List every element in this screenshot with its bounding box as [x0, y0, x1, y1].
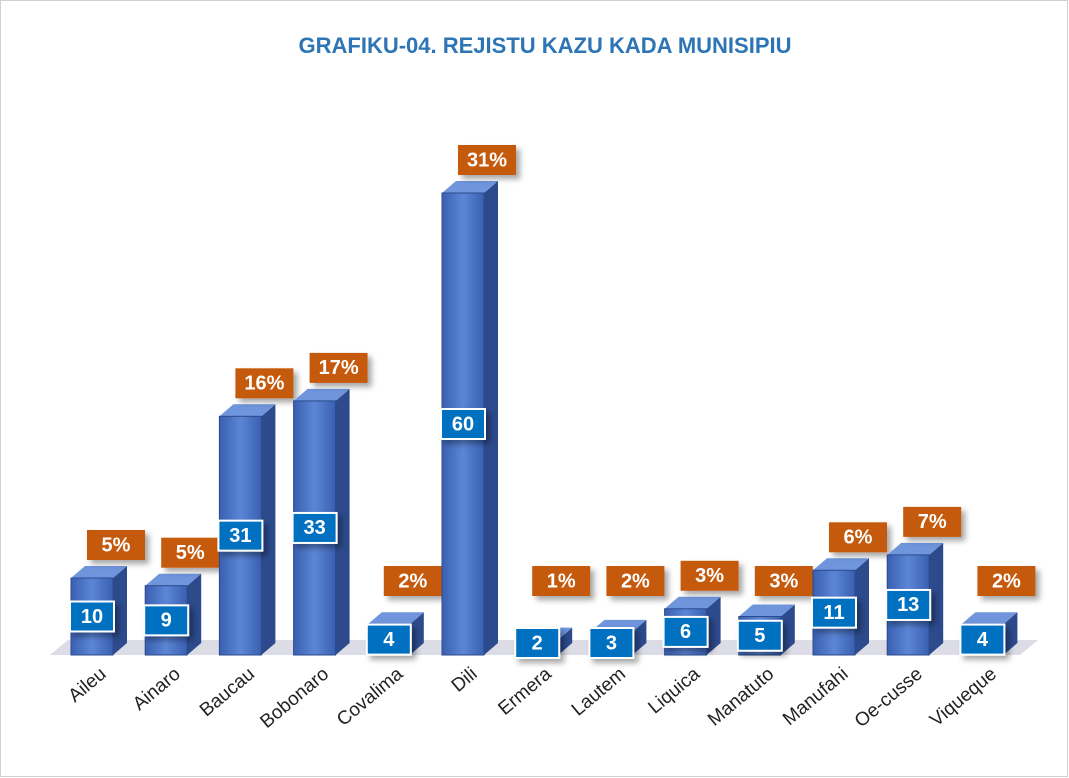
- value-label: 6: [680, 621, 691, 643]
- value-label-box: [514, 627, 561, 659]
- value-label-box: [811, 596, 857, 629]
- bar-side: [484, 181, 498, 655]
- bar-top: [961, 612, 1018, 625]
- value-label: 5: [754, 625, 765, 647]
- value-label-box: [736, 619, 783, 652]
- share-label-box: [161, 537, 220, 568]
- value-label-box: [885, 588, 932, 621]
- bar-side: [261, 404, 276, 655]
- bar: [218, 404, 276, 656]
- share-label: 3%: [769, 570, 798, 592]
- bar-side: [780, 604, 795, 655]
- bar-side: [335, 388, 350, 655]
- bar-side: [113, 566, 127, 655]
- bar-top: [664, 596, 721, 609]
- bar-top: [813, 558, 869, 571]
- share-label-box: [383, 566, 442, 596]
- bar-top: [71, 566, 127, 578]
- bar-top: [219, 404, 276, 417]
- share-label: 2%: [992, 570, 1021, 592]
- bar-side: [929, 542, 944, 655]
- share-label-box: [606, 566, 665, 596]
- share-label: 3%: [695, 565, 724, 587]
- bar-side: [855, 558, 869, 655]
- value-label-box: [69, 600, 115, 633]
- bar-top: [738, 604, 795, 617]
- bar-side: [706, 596, 721, 655]
- share-label: 2%: [398, 570, 427, 592]
- bar-side: [632, 619, 647, 655]
- value-label-box: [365, 623, 412, 656]
- share-label: 31%: [467, 149, 507, 171]
- bar-top: [293, 388, 350, 401]
- share-label-box: [309, 352, 368, 383]
- value-label: 31: [229, 525, 251, 547]
- share-label: 7%: [918, 511, 947, 533]
- bar-side: [1003, 612, 1018, 655]
- share-label: 5%: [176, 542, 205, 564]
- value-label: 33: [303, 517, 325, 539]
- value-label: 2: [532, 632, 543, 654]
- share-label-box: [235, 368, 294, 399]
- value-label: 3: [606, 632, 617, 654]
- value-label-box: [440, 408, 486, 440]
- share-label-box: [977, 566, 1036, 596]
- value-label-box: [588, 627, 635, 659]
- value-label-box: [291, 511, 338, 544]
- share-label: 16%: [244, 373, 284, 395]
- chart-title: GRAFIKU-04. REJISTU KAZU KADA MUNISIPIU: [299, 33, 792, 58]
- value-label-box: [959, 623, 1006, 656]
- bar-side: [187, 573, 202, 655]
- bar-side: [558, 627, 573, 655]
- share-label-box: [829, 522, 887, 553]
- value-label-box: [662, 615, 709, 648]
- bar-side: [409, 612, 424, 655]
- share-label-box: [458, 145, 516, 175]
- share-label-box: [903, 506, 962, 537]
- value-label-box: [217, 519, 264, 552]
- value-label: 4: [383, 629, 395, 651]
- bar-top: [145, 573, 202, 586]
- bar-top: [442, 181, 498, 193]
- value-label: 10: [81, 606, 103, 628]
- share-label: 17%: [319, 357, 359, 379]
- share-label: 2%: [621, 570, 650, 592]
- bar-top: [887, 542, 944, 555]
- share-label: 5%: [102, 534, 131, 556]
- share-label-box: [680, 560, 739, 591]
- share-label-box: [87, 530, 145, 560]
- share-label-box: [754, 566, 813, 596]
- value-label: 9: [161, 610, 172, 632]
- share-label: 6%: [844, 527, 873, 549]
- value-label: 13: [897, 594, 919, 616]
- value-label: 11: [823, 602, 844, 624]
- value-label: 4: [977, 629, 989, 651]
- value-label-box: [143, 604, 190, 637]
- value-label: 60: [452, 413, 474, 435]
- bar-top: [367, 612, 424, 625]
- share-label-box: [532, 566, 591, 596]
- share-label: 1%: [547, 570, 576, 592]
